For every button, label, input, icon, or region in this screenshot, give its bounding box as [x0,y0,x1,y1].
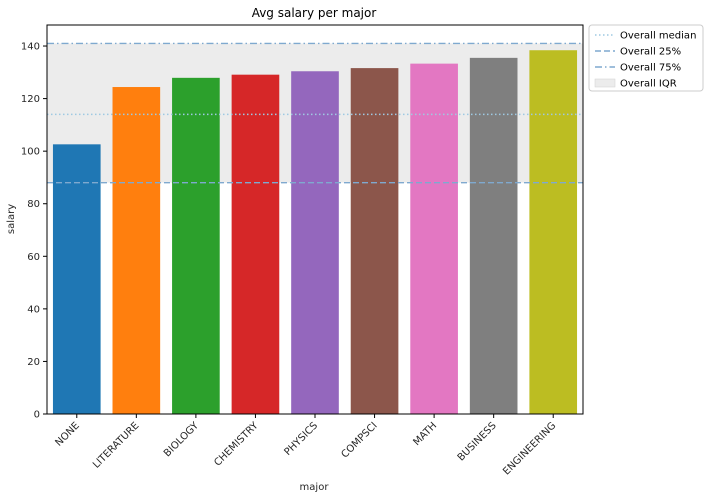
y-axis-label: salary [6,204,17,234]
x-tick-label: ENGINEERING [501,420,558,477]
x-axis-label: major [300,482,330,493]
bar-chemistry [231,74,280,414]
legend-label-overall-75-: Overall 75% [620,63,681,74]
y-tick-label: 140 [21,42,40,53]
bar-business [469,57,518,414]
y-tick-label: 100 [21,147,40,158]
bar-literature [112,87,161,415]
x-tick-label: CHEMISTRY [212,420,261,469]
legend-label-overall-iqr: Overall IQR [620,79,677,90]
legend-label-overall-median: Overall median [620,31,696,42]
x-tick-label: MATH [411,420,439,448]
bar-engineering [529,50,578,415]
bar-math [410,63,458,415]
legend-swatch-overall-iqr [594,78,616,88]
chart-title: Avg salary per major [252,6,377,20]
x-tick-label: PHYSICS [282,420,320,458]
x-tick-label: BUSINESS [456,420,499,463]
bar-compsci [350,68,399,414]
legend: Overall median Overall 25% Overall 75% Over… [588,24,704,92]
y-tick-label: 0 [34,410,40,421]
x-tick-label: LITERATURE [91,420,141,470]
y-tick-label: 80 [27,199,40,210]
x-tick-label: COMPSCI [340,420,380,460]
y-tick-label: 60 [27,252,40,263]
legend-label-overall-25-: Overall 25% [620,47,681,58]
legend-box [588,24,704,92]
x-tick-label: BIOLOGY [162,420,202,460]
bar-biology [172,77,220,414]
y-tick-label: 20 [27,357,40,368]
bar-physics [291,71,339,414]
bar-none [52,144,101,415]
y-tick-label: 40 [27,304,40,315]
x-tick-label: NONE [54,420,82,448]
y-tick-label: 120 [21,94,40,105]
